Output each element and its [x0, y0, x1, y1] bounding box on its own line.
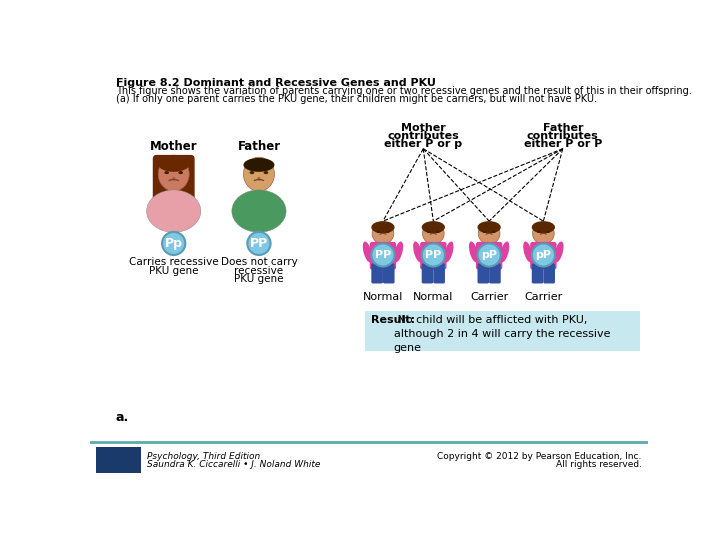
Text: Carrier: Carrier — [524, 292, 562, 302]
Ellipse shape — [179, 171, 183, 174]
Ellipse shape — [172, 177, 175, 181]
Text: No child will be afflicted with PKU,
although 2 in 4 will carry the recessive
ge: No child will be afflicted with PKU, alt… — [394, 315, 611, 353]
Text: All rights reserved.: All rights reserved. — [556, 460, 642, 469]
FancyBboxPatch shape — [477, 264, 489, 284]
Text: PP: PP — [426, 250, 441, 260]
Text: Father: Father — [238, 140, 281, 153]
Text: Normal: Normal — [413, 292, 454, 302]
Ellipse shape — [422, 221, 445, 233]
Circle shape — [422, 244, 445, 267]
Ellipse shape — [423, 222, 444, 244]
Circle shape — [532, 244, 555, 267]
Text: PKU gene: PKU gene — [149, 266, 199, 276]
Ellipse shape — [164, 171, 169, 174]
FancyBboxPatch shape — [370, 242, 396, 269]
Text: Carrier: Carrier — [470, 292, 508, 302]
Ellipse shape — [483, 231, 486, 233]
FancyBboxPatch shape — [153, 155, 194, 217]
FancyBboxPatch shape — [476, 242, 503, 269]
Ellipse shape — [492, 231, 495, 233]
Text: Carries recessive: Carries recessive — [129, 257, 218, 267]
Ellipse shape — [232, 190, 286, 232]
Ellipse shape — [386, 231, 389, 233]
Ellipse shape — [377, 231, 380, 233]
Text: PKU gene: PKU gene — [234, 274, 284, 284]
Text: pP: pP — [481, 250, 497, 260]
Circle shape — [477, 244, 500, 267]
Ellipse shape — [147, 190, 201, 232]
Ellipse shape — [477, 221, 500, 233]
Ellipse shape — [469, 241, 478, 262]
Ellipse shape — [243, 157, 274, 191]
Ellipse shape — [537, 231, 540, 233]
Ellipse shape — [250, 171, 254, 174]
Text: either P or p: either P or p — [384, 139, 462, 150]
Ellipse shape — [394, 241, 403, 262]
FancyBboxPatch shape — [372, 264, 383, 284]
Text: pP: pP — [536, 250, 552, 260]
Text: Pp: Pp — [165, 237, 183, 250]
Text: Mother: Mother — [150, 140, 197, 153]
FancyBboxPatch shape — [489, 264, 500, 284]
FancyBboxPatch shape — [532, 264, 544, 284]
FancyBboxPatch shape — [420, 242, 446, 269]
Text: contributes: contributes — [387, 131, 459, 141]
FancyBboxPatch shape — [168, 188, 179, 199]
Text: PP: PP — [250, 237, 268, 250]
Text: recessive: recessive — [235, 266, 284, 276]
Ellipse shape — [436, 231, 439, 233]
Ellipse shape — [523, 241, 533, 262]
Ellipse shape — [500, 241, 509, 262]
Ellipse shape — [444, 241, 454, 262]
Ellipse shape — [554, 241, 564, 262]
Ellipse shape — [264, 171, 269, 174]
Ellipse shape — [478, 222, 500, 244]
Ellipse shape — [158, 155, 190, 172]
FancyBboxPatch shape — [253, 188, 264, 199]
Text: Does not carry: Does not carry — [220, 257, 297, 267]
Ellipse shape — [532, 221, 555, 233]
Text: ∼≈∼: ∼≈∼ — [110, 463, 127, 469]
Text: PEARSON: PEARSON — [91, 452, 147, 462]
Text: Mother: Mother — [401, 123, 446, 132]
Ellipse shape — [533, 222, 554, 244]
Ellipse shape — [363, 241, 372, 262]
Text: This figure shows the variation of parents carrying one or two recessive genes a: This figure shows the variation of paren… — [116, 86, 691, 96]
FancyBboxPatch shape — [365, 311, 640, 351]
Ellipse shape — [243, 158, 274, 172]
Text: contributes: contributes — [527, 131, 598, 141]
Ellipse shape — [372, 222, 394, 244]
Text: Result:: Result: — [371, 315, 415, 325]
Text: Psychology, Third Edition: Psychology, Third Edition — [147, 452, 260, 461]
Text: a.: a. — [116, 411, 129, 424]
FancyBboxPatch shape — [544, 264, 555, 284]
Text: (a) If only one parent carries the PKU gene, their children might be carriers, b: (a) If only one parent carries the PKU g… — [116, 94, 597, 104]
Text: either P or P: either P or P — [523, 139, 602, 150]
Ellipse shape — [413, 241, 423, 262]
FancyBboxPatch shape — [530, 242, 557, 269]
FancyBboxPatch shape — [433, 264, 445, 284]
FancyBboxPatch shape — [383, 264, 395, 284]
Ellipse shape — [158, 157, 189, 191]
Text: Father: Father — [542, 123, 583, 132]
FancyBboxPatch shape — [96, 448, 141, 473]
Circle shape — [162, 232, 185, 255]
Text: Copyright © 2012 by Pearson Education, Inc.: Copyright © 2012 by Pearson Education, I… — [438, 452, 642, 461]
Ellipse shape — [546, 231, 549, 233]
Text: Saundra K. Ciccarelli • J. Noland White: Saundra K. Ciccarelli • J. Noland White — [147, 460, 320, 469]
Text: PP: PP — [375, 250, 391, 260]
Text: Normal: Normal — [363, 292, 403, 302]
Circle shape — [372, 244, 395, 267]
Ellipse shape — [427, 231, 431, 233]
Ellipse shape — [258, 177, 261, 181]
FancyBboxPatch shape — [422, 264, 433, 284]
Ellipse shape — [372, 221, 395, 233]
Text: Figure 8.2 Dominant and Recessive Genes and PKU: Figure 8.2 Dominant and Recessive Genes … — [116, 78, 436, 88]
Circle shape — [248, 232, 271, 255]
